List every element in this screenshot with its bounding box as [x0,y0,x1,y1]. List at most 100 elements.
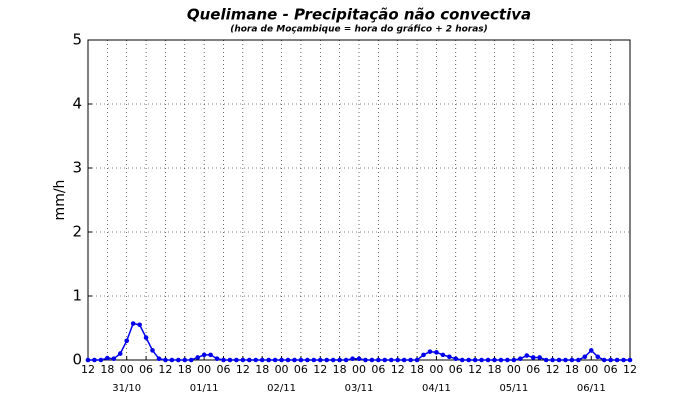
data-point [227,357,233,363]
x-tick-label: 06 [139,363,153,376]
data-point [434,350,439,355]
data-point [259,357,265,363]
data-point [311,357,317,363]
data-point [324,357,330,363]
data-point [498,357,504,363]
date-label: 04/11 [422,383,451,394]
data-point [550,357,555,363]
data-point [111,356,117,362]
x-tick-label: 18 [100,363,114,376]
x-tick-label: 18 [488,363,502,376]
x-tick-label: 00 [120,363,134,376]
chart-subtitle: (hora de Moçambique = hora do gráfico + … [230,25,488,35]
data-point [343,357,349,363]
data-point [556,357,562,363]
data-point [214,356,220,362]
data-point [595,354,601,360]
data-point [247,357,252,363]
data-point [156,356,162,362]
data-point [317,357,323,363]
data-point [195,355,200,360]
data-point [240,357,246,363]
data-point [376,357,381,363]
data-point [582,354,588,360]
data-point [272,357,278,363]
x-tick-label: 00 [584,363,598,376]
data-point [356,356,362,362]
data-point [453,356,459,362]
data-point [505,357,510,363]
data-point [124,338,130,344]
date-label: 01/11 [190,383,219,394]
date-label: 03/11 [345,383,374,394]
data-point [608,357,613,363]
x-tick-label: 06 [526,363,540,376]
x-tick-label: 18 [333,363,347,376]
x-tick-label: 00 [197,363,211,376]
y-axis-label: mm/h [52,180,68,221]
data-point [537,355,542,360]
data-point [337,357,342,363]
x-tick-label: 06 [371,363,385,376]
data-point [182,357,188,363]
data-point [524,353,530,358]
data-point [137,322,142,328]
data-point [459,357,465,363]
data-point [143,335,149,340]
x-tick-label: 06 [217,363,231,376]
data-point [576,357,581,363]
x-tick-label: 18 [565,363,579,376]
data-point [479,357,484,363]
x-tick-label: 00 [507,363,521,376]
x-tick-label: 12 [236,363,250,376]
x-tick-label: 00 [429,363,443,376]
x-tick-label: 18 [178,363,192,376]
data-point [388,357,394,363]
data-point [447,354,452,360]
data-point [395,357,401,363]
data-point [408,357,413,363]
data-point [627,357,633,363]
data-point [163,357,168,363]
data-point [421,352,426,358]
x-tick-label: 12 [468,363,482,376]
x-tick-label: 12 [623,363,637,376]
y-tick-label: 5 [72,31,82,49]
data-point [201,352,207,358]
x-tick-label: 12 [546,363,560,376]
data-point [188,357,194,363]
data-point [543,357,549,363]
data-point [105,355,110,361]
data-point [472,357,478,363]
x-tick-label: 18 [255,363,269,376]
x-tick-label: 12 [391,363,405,376]
x-tick-label: 12 [313,363,327,376]
x-tick-label: 00 [352,363,366,376]
data-point [253,357,259,363]
data-point [285,357,291,363]
data-point [169,357,175,363]
data-point [530,355,536,360]
data-point [330,357,336,363]
data-point [305,357,310,363]
data-point [414,357,420,363]
y-tick-label: 4 [72,95,82,113]
data-point [363,357,368,363]
data-point [621,357,626,363]
y-tick-label: 3 [72,159,82,177]
data-point [401,357,407,363]
date-label: 31/10 [112,383,141,394]
date-label: 05/11 [499,383,528,394]
data-point [130,321,136,326]
data-point [601,357,607,363]
data-point [234,357,239,363]
data-point [85,357,91,363]
data-point [427,349,433,354]
data-point [292,357,297,363]
data-point [176,357,181,363]
data-point [369,357,375,363]
data-point [563,357,568,363]
data-point [466,357,471,363]
